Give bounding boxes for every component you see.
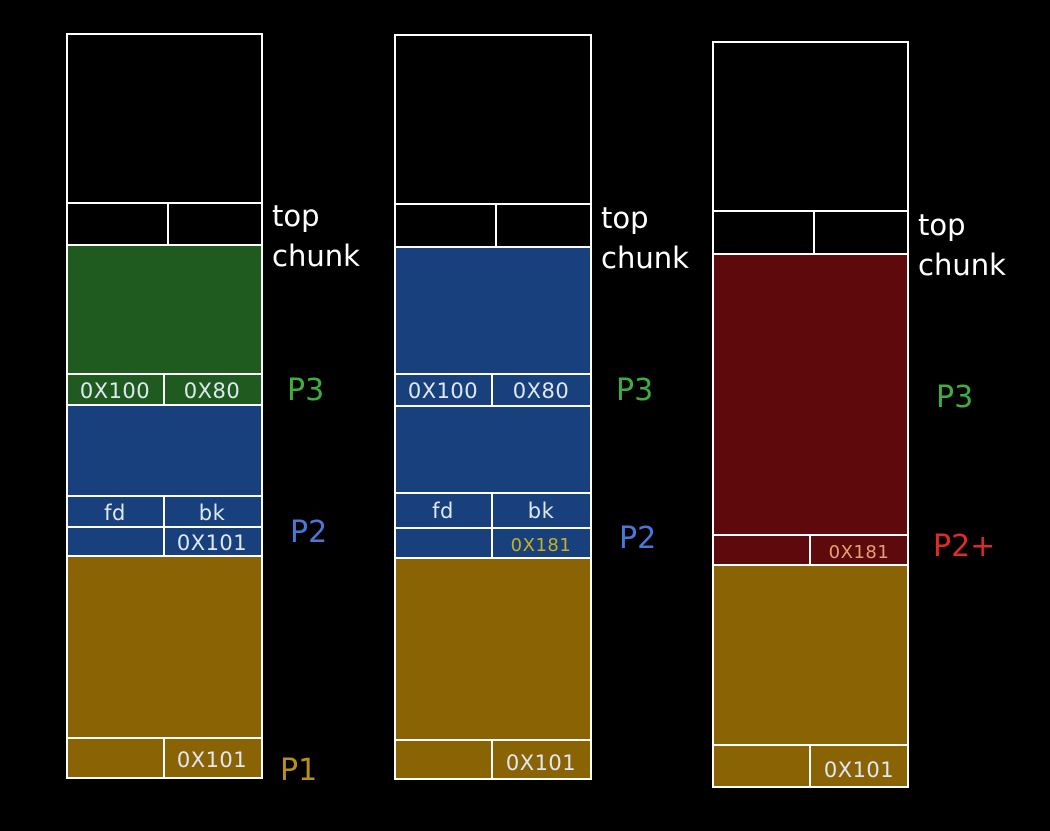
p2-fd-value: fd	[432, 499, 454, 523]
p2-size-value: 0X101	[177, 531, 247, 555]
top-chunk-label-line2: chunk	[272, 239, 360, 273]
top-chunk-label-line2: chunk	[601, 241, 689, 275]
p1-size-value: 0X101	[506, 751, 576, 775]
top-chunk-label-line2: chunk	[918, 248, 1006, 282]
p3-label: P3	[936, 380, 973, 415]
p3-label: P3	[287, 373, 324, 408]
top-chunk-label-line1: top	[272, 199, 320, 233]
heap-column-1: top chunk 0X100 0X80 fd bk 0X101 0X101 P…	[66, 33, 360, 788]
p2-bk-value: bk	[528, 499, 555, 523]
p3-size-value: 0X80	[184, 379, 240, 403]
p1-size-value: 0X101	[177, 748, 247, 772]
p1-label: P1	[280, 753, 317, 788]
p2-label: P2+	[933, 529, 995, 564]
p3-prev-size-value: 0X100	[80, 379, 150, 403]
p2-bk-value: bk	[199, 501, 226, 525]
p2-fd-value: fd	[104, 501, 126, 525]
p2-size-value: 0X181	[511, 535, 572, 556]
p2-label: P2	[290, 515, 327, 550]
p3-prev-size-value: 0X100	[408, 379, 478, 403]
merged-p3-p2-chunk-fill	[713, 254, 908, 565]
p3-size-value: 0X80	[513, 379, 569, 403]
top-chunk-label-line1: top	[601, 201, 649, 235]
p1-size-value: 0X101	[824, 758, 894, 782]
heap-column-2: top chunk 0X100 0X80 fd bk 0X181 0X101 P…	[394, 34, 689, 780]
top-chunk-label-line1: top	[918, 208, 966, 242]
p2-size-value: 0X181	[829, 542, 890, 563]
heap-column-3: top chunk 0X181 0X101 P3 P2+	[712, 41, 1006, 788]
p3-label: P3	[616, 373, 653, 408]
p2-label: P2	[619, 521, 656, 556]
